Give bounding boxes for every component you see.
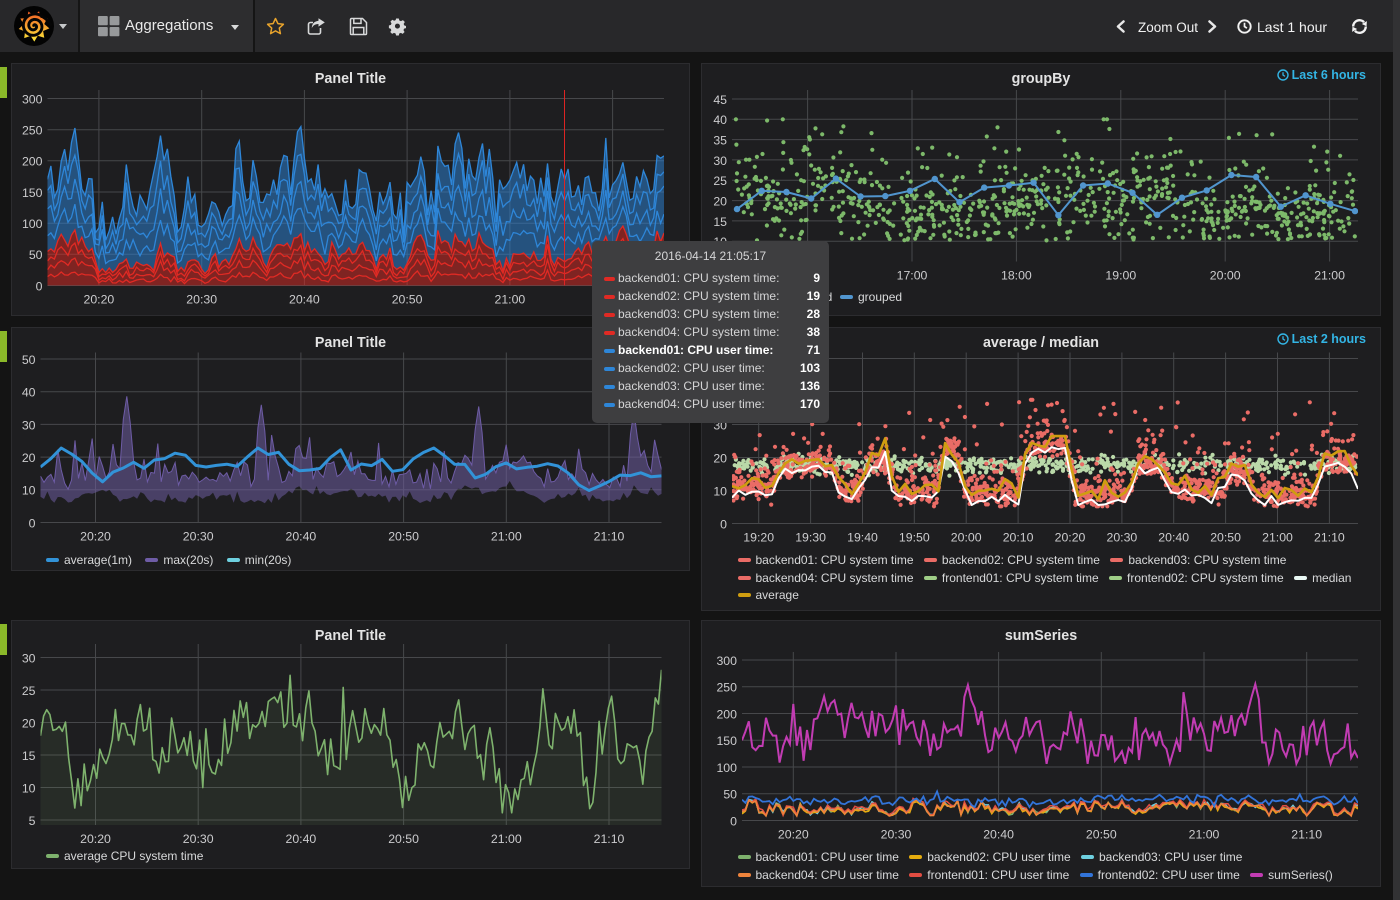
svg-text:20:10: 20:10	[1003, 530, 1034, 544]
svg-text:21:00: 21:00	[491, 832, 522, 846]
svg-text:300: 300	[716, 654, 737, 668]
svg-text:20:40: 20:40	[1158, 530, 1189, 544]
svg-text:15: 15	[713, 215, 727, 229]
svg-text:20:30: 20:30	[1107, 530, 1138, 544]
svg-text:21:10: 21:10	[1291, 827, 1322, 841]
svg-text:20:40: 20:40	[983, 827, 1014, 841]
svg-text:25: 25	[22, 684, 36, 698]
svg-text:30: 30	[22, 651, 36, 665]
svg-text:0: 0	[730, 814, 737, 828]
svg-text:21:10: 21:10	[1314, 530, 1345, 544]
svg-text:21:10: 21:10	[594, 832, 625, 846]
svg-text:19:20: 19:20	[743, 530, 774, 544]
svg-text:18:00: 18:00	[1001, 268, 1032, 282]
svg-text:19:30: 19:30	[795, 530, 826, 544]
svg-text:45: 45	[713, 93, 727, 107]
svg-text:20:40: 20:40	[289, 292, 320, 306]
svg-text:20:50: 20:50	[388, 832, 419, 846]
svg-text:150: 150	[716, 734, 737, 748]
svg-text:50: 50	[29, 248, 43, 262]
svg-text:250: 250	[716, 681, 737, 695]
svg-text:150: 150	[22, 186, 43, 200]
svg-text:200: 200	[716, 707, 737, 721]
svg-text:21:00: 21:00	[491, 529, 522, 543]
svg-text:10: 10	[22, 781, 36, 795]
svg-text:20:50: 20:50	[1210, 530, 1241, 544]
svg-text:20:40: 20:40	[286, 832, 317, 846]
svg-text:19:00: 19:00	[1105, 268, 1136, 282]
svg-text:50: 50	[723, 788, 737, 802]
svg-text:20:00: 20:00	[1210, 268, 1241, 282]
svg-text:20:20: 20:20	[80, 529, 111, 543]
svg-text:21:10: 21:10	[594, 529, 625, 543]
svg-text:300: 300	[22, 92, 43, 106]
svg-text:21:00: 21:00	[495, 292, 526, 306]
svg-text:20:20: 20:20	[80, 832, 111, 846]
svg-text:30: 30	[713, 154, 727, 168]
svg-text:20: 20	[713, 451, 727, 465]
svg-text:250: 250	[22, 124, 43, 138]
svg-text:0: 0	[720, 517, 727, 531]
svg-text:20:40: 20:40	[286, 529, 317, 543]
svg-text:19:40: 19:40	[847, 530, 878, 544]
svg-text:50: 50	[22, 353, 36, 367]
svg-text:20:30: 20:30	[186, 292, 217, 306]
svg-text:21:00: 21:00	[1189, 827, 1220, 841]
svg-text:40: 40	[22, 386, 36, 400]
svg-text:20:50: 20:50	[388, 529, 419, 543]
svg-text:19:50: 19:50	[899, 530, 930, 544]
svg-text:20: 20	[713, 195, 727, 209]
svg-text:20:30: 20:30	[183, 832, 214, 846]
svg-text:200: 200	[22, 155, 43, 169]
svg-text:21:00: 21:00	[1314, 268, 1345, 282]
svg-text:20:50: 20:50	[392, 292, 423, 306]
svg-text:5: 5	[29, 814, 36, 828]
svg-text:20:30: 20:30	[183, 529, 214, 543]
svg-text:20:20: 20:20	[1055, 530, 1086, 544]
svg-text:20:50: 20:50	[1086, 827, 1117, 841]
svg-text:10: 10	[22, 484, 36, 498]
svg-text:100: 100	[22, 217, 43, 231]
svg-text:17:00: 17:00	[897, 268, 928, 282]
svg-text:10: 10	[713, 484, 727, 498]
svg-text:20: 20	[22, 451, 36, 465]
svg-text:20:20: 20:20	[84, 292, 115, 306]
svg-text:20:20: 20:20	[778, 827, 809, 841]
svg-text:20:30: 20:30	[881, 827, 912, 841]
svg-text:15: 15	[22, 749, 36, 763]
svg-text:30: 30	[22, 418, 36, 432]
svg-text:25: 25	[713, 174, 727, 188]
svg-text:0: 0	[29, 516, 36, 530]
svg-text:100: 100	[716, 761, 737, 775]
svg-text:20: 20	[22, 716, 36, 730]
svg-text:21:00: 21:00	[1262, 530, 1293, 544]
svg-text:35: 35	[713, 134, 727, 148]
svg-text:20:00: 20:00	[951, 530, 982, 544]
svg-text:0: 0	[36, 279, 43, 293]
svg-text:40: 40	[713, 113, 727, 127]
